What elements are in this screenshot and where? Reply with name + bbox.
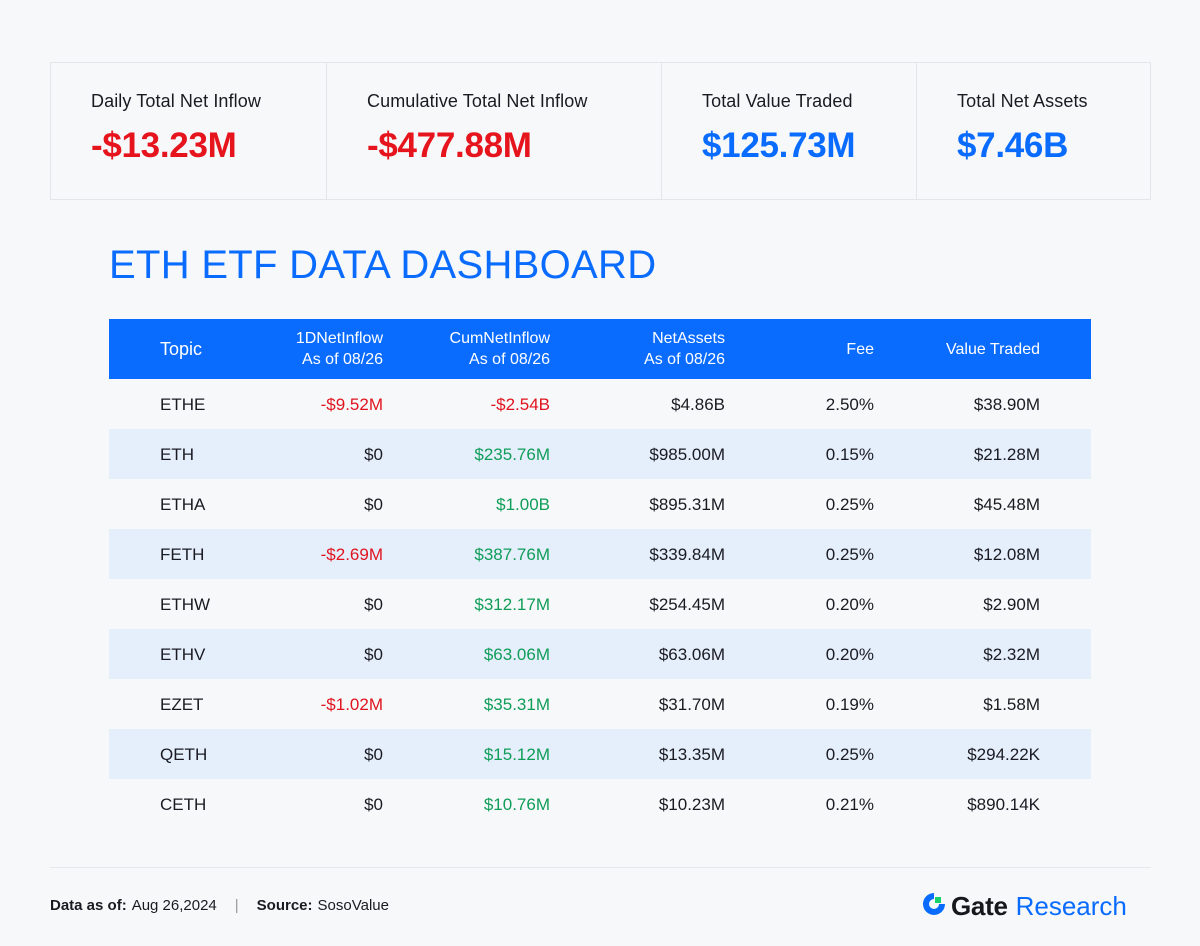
cell-1d-net-inflow: $0 bbox=[364, 744, 383, 764]
table-body: ETHE -$9.52M -$2.54B $4.86B 2.50% $38.90M ETH $… bbox=[109, 379, 1091, 829]
cell-net-assets: $254.45M bbox=[649, 594, 725, 614]
cell-value-traded: $45.48M bbox=[973, 494, 1040, 514]
footer-divider bbox=[50, 867, 1151, 868]
stat-cumulative-net-inflow: Cumulative Total Net Inflow -$477.88M bbox=[327, 63, 662, 199]
cell-topic: CETH bbox=[160, 794, 207, 814]
cell-fee: 0.25% bbox=[825, 494, 874, 514]
gate-research-logo: Gate Research bbox=[921, 891, 1127, 922]
cell-value-traded: $38.90M bbox=[973, 394, 1040, 414]
cell-cum-net-inflow: $235.76M bbox=[474, 444, 550, 464]
source-label: Source: bbox=[256, 897, 313, 914]
cell-topic: ETH bbox=[160, 444, 194, 464]
table-row: ETH $0 $235.76M $985.00M 0.15% $21.28M bbox=[109, 429, 1091, 479]
stat-label: Cumulative Total Net Inflow bbox=[367, 91, 588, 111]
cell-net-assets: $339.84M bbox=[649, 544, 725, 564]
cell-value-traded: $294.22K bbox=[967, 744, 1040, 764]
cell-cum-net-inflow: $63.06M bbox=[483, 644, 550, 664]
cell-cum-net-inflow: $15.12M bbox=[483, 744, 550, 764]
stat-total-value-traded: Total Value Traded $125.73M bbox=[662, 63, 917, 199]
cell-value-traded: $890.14K bbox=[967, 794, 1040, 814]
cell-fee: 0.20% bbox=[825, 644, 874, 664]
dashboard-title: ETH ETF DATA DASHBOARD bbox=[109, 243, 657, 287]
stat-value: -$13.23M bbox=[91, 126, 237, 165]
table-row: ETHE -$9.52M -$2.54B $4.86B 2.50% $38.90M bbox=[109, 379, 1091, 429]
header-topic: Topic bbox=[160, 338, 203, 359]
table-row: EZET -$1.02M $35.31M $31.70M 0.19% $1.58M bbox=[109, 679, 1091, 729]
cell-value-traded: $2.90M bbox=[983, 594, 1040, 614]
header-net-assets: NetAssets As of 08/26 bbox=[644, 330, 725, 368]
cell-topic: ETHA bbox=[160, 494, 206, 514]
cell-cum-net-inflow: $10.76M bbox=[483, 794, 550, 814]
cell-net-assets: $63.06M bbox=[658, 644, 725, 664]
cell-1d-net-inflow: -$2.69M bbox=[320, 544, 383, 564]
cell-1d-net-inflow: $0 bbox=[364, 494, 383, 514]
cell-1d-net-inflow: $0 bbox=[364, 794, 383, 814]
header-1d-net-inflow: 1DNetInflow As of 08/26 bbox=[295, 330, 383, 368]
cell-1d-net-inflow: $0 bbox=[364, 594, 383, 614]
cell-cum-net-inflow: -$2.54B bbox=[490, 394, 550, 414]
cell-topic: FETH bbox=[160, 544, 205, 564]
footer-separator: | bbox=[234, 897, 239, 914]
stat-daily-net-inflow: Daily Total Net Inflow -$13.23M bbox=[51, 63, 327, 199]
cell-topic: ETHE bbox=[160, 394, 206, 414]
stat-label: Total Value Traded bbox=[702, 91, 853, 111]
cell-value-traded: $2.32M bbox=[983, 644, 1040, 664]
cell-fee: 0.25% bbox=[825, 744, 874, 764]
cell-fee: 0.19% bbox=[825, 694, 874, 714]
cell-net-assets: $13.35M bbox=[658, 744, 725, 764]
cell-topic: ETHV bbox=[160, 644, 206, 664]
stat-label: Daily Total Net Inflow bbox=[91, 91, 261, 111]
table-row: ETHV $0 $63.06M $63.06M 0.20% $2.32M bbox=[109, 629, 1091, 679]
cell-fee: 0.20% bbox=[825, 594, 874, 614]
cell-fee: 2.50% bbox=[825, 394, 874, 414]
cell-fee: 0.25% bbox=[825, 544, 874, 564]
cell-1d-net-inflow: -$1.02M bbox=[320, 694, 383, 714]
cell-net-assets: $10.23M bbox=[658, 794, 725, 814]
cell-value-traded: $1.58M bbox=[983, 694, 1040, 714]
table-row: QETH $0 $15.12M $13.35M 0.25% $294.22K bbox=[109, 729, 1091, 779]
stat-value: $125.73M bbox=[702, 126, 856, 165]
date-value: Aug 26,2024 bbox=[131, 897, 217, 914]
cell-topic: EZET bbox=[160, 694, 204, 714]
table-header: Topic 1DNetInflow As of 08/26 CumNetInfl… bbox=[109, 319, 1091, 379]
stat-value: -$477.88M bbox=[367, 126, 532, 165]
footer-meta: Data as of: Aug 26,2024 | Source: SosoVa… bbox=[50, 897, 389, 914]
cell-cum-net-inflow: $387.76M bbox=[474, 544, 550, 564]
header-value-traded: Value Traded bbox=[946, 340, 1040, 358]
date-label: Data as of: bbox=[50, 897, 127, 914]
cell-cum-net-inflow: $35.31M bbox=[483, 694, 550, 714]
cell-value-traded: $12.08M bbox=[973, 544, 1040, 564]
cell-value-traded: $21.28M bbox=[973, 444, 1040, 464]
stat-value: $7.46B bbox=[957, 126, 1069, 165]
cell-1d-net-inflow: $0 bbox=[364, 644, 383, 664]
brand-suffix: Research bbox=[1015, 891, 1127, 921]
cell-topic: QETH bbox=[160, 744, 208, 764]
cell-1d-net-inflow: -$9.52M bbox=[320, 394, 383, 414]
cell-fee: 0.15% bbox=[825, 444, 874, 464]
cell-fee: 0.21% bbox=[825, 794, 874, 814]
table-row: ETHW $0 $312.17M $254.45M 0.20% $2.90M bbox=[109, 579, 1091, 629]
brand-name: Gate bbox=[951, 891, 1008, 921]
cell-cum-net-inflow: $1.00B bbox=[496, 494, 550, 514]
stat-label: Total Net Assets bbox=[957, 91, 1088, 111]
stat-total-net-assets: Total Net Assets $7.46B bbox=[917, 63, 1150, 199]
cell-1d-net-inflow: $0 bbox=[364, 444, 383, 464]
cell-net-assets: $31.70M bbox=[658, 694, 725, 714]
cell-net-assets: $895.31M bbox=[649, 494, 725, 514]
table-row: FETH -$2.69M $387.76M $339.84M 0.25% $12.08M bbox=[109, 529, 1091, 579]
table-row: CETH $0 $10.76M $10.23M 0.21% $890.14K bbox=[109, 779, 1091, 829]
cell-net-assets: $4.86B bbox=[671, 394, 725, 414]
etf-table: Topic 1DNetInflow As of 08/26 CumNetInfl… bbox=[109, 319, 1091, 829]
table-row: ETHA $0 $1.00B $895.31M 0.25% $45.48M bbox=[109, 479, 1091, 529]
gate-logo-icon bbox=[921, 891, 947, 922]
source-value: SosoValue bbox=[317, 897, 389, 914]
summary-stats: Daily Total Net Inflow -$13.23M Cumulati… bbox=[50, 62, 1151, 200]
cell-net-assets: $985.00M bbox=[649, 444, 725, 464]
cell-cum-net-inflow: $312.17M bbox=[474, 594, 550, 614]
header-cum-net-inflow: CumNetInflow As of 08/26 bbox=[449, 330, 550, 368]
cell-topic: ETHW bbox=[160, 594, 211, 614]
header-fee: Fee bbox=[846, 340, 874, 358]
